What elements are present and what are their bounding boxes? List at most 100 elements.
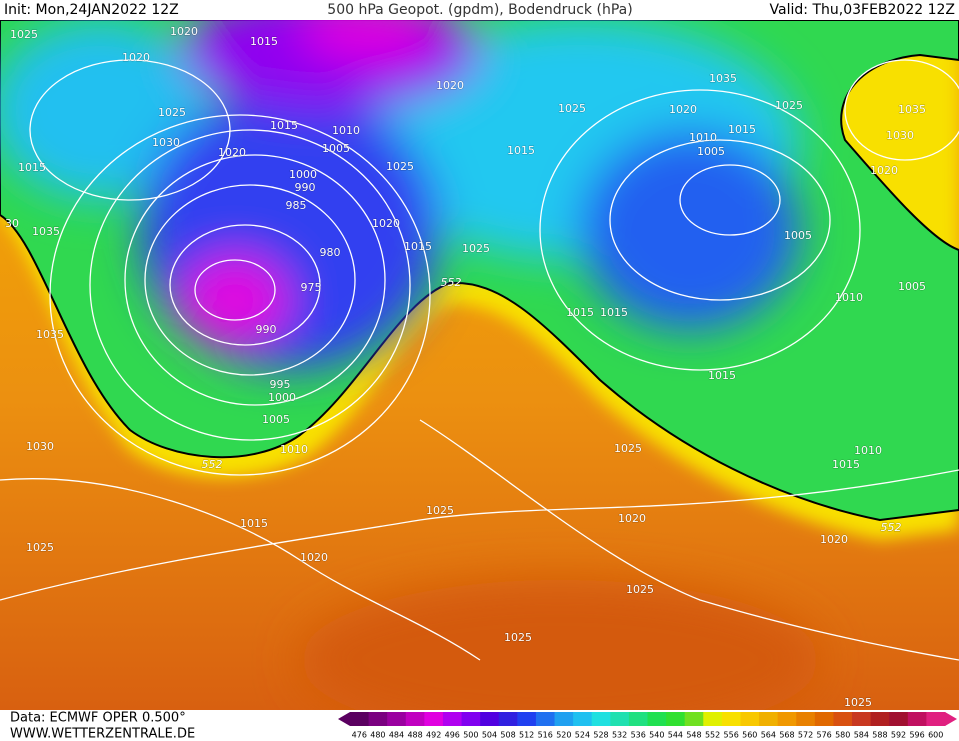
isobar-label: 1015	[18, 161, 46, 174]
scale-label: 584	[854, 731, 869, 740]
isobar-label: 1020	[372, 217, 400, 230]
isobar-label: 1035	[709, 72, 737, 85]
warm-core	[300, 580, 820, 710]
scale-swatch	[889, 712, 909, 726]
isobar-label: 1020	[300, 551, 328, 564]
scale-arrow-left	[338, 712, 350, 726]
isobar-label: 1015	[270, 119, 298, 132]
isobar-label: 1025	[844, 696, 872, 709]
scale-label: 540	[649, 731, 664, 740]
scale-swatch	[461, 712, 481, 726]
isobar-label: 1035	[898, 103, 926, 116]
scale-label: 556	[724, 731, 739, 740]
scale-swatch	[387, 712, 407, 726]
isobar-label: 1015	[708, 369, 736, 382]
scale-swatch	[573, 712, 593, 726]
scale-label: 576	[817, 731, 832, 740]
valid-time: Valid: Thu,03FEB2022 12Z	[770, 2, 955, 18]
isobar-label: 1005	[262, 413, 290, 426]
isobar-label: 1020	[170, 25, 198, 38]
scale-label: 480	[370, 731, 385, 740]
scale-label: 524	[575, 731, 590, 740]
scale-swatch	[350, 712, 370, 726]
scale-swatch	[814, 712, 834, 726]
isobar-label: 1035	[36, 328, 64, 341]
isobars	[0, 59, 959, 661]
height-field	[0, 20, 800, 370]
scale-label: 520	[556, 731, 571, 740]
scale-swatch	[535, 712, 556, 726]
scale-label: 532	[612, 731, 627, 740]
isobar-label: 1030	[886, 129, 914, 142]
scale-label: 600	[928, 731, 943, 740]
isobar-label: 1030	[152, 136, 180, 149]
map-title: 500 hPa Geopot. (gpdm), Bodendruck (hPa)	[327, 2, 632, 18]
isobar-label: 1000	[268, 391, 296, 404]
scale-swatch	[870, 712, 890, 726]
scale-label: 552	[705, 731, 720, 740]
scale-label: 544	[668, 731, 683, 740]
scale-swatch	[554, 712, 574, 726]
isobar-label: 1025	[10, 28, 38, 41]
isobar-label: 985	[286, 199, 307, 212]
isobar-label: 1020	[870, 164, 898, 177]
isobar-label: 1015	[728, 123, 756, 136]
scale-label: 572	[798, 731, 813, 740]
scale-label: 476	[352, 731, 367, 740]
data-source: Data: ECMWF OPER 0.500°	[10, 711, 186, 726]
scale-label: 516	[538, 731, 553, 740]
scale-label: 564	[761, 731, 776, 740]
scale-swatch	[740, 712, 760, 726]
isobar-label: 1020	[122, 51, 150, 64]
scale-swatch	[926, 712, 946, 726]
scale-swatch	[628, 712, 648, 726]
scale-swatch	[852, 712, 872, 726]
scale-swatch	[684, 712, 704, 726]
isobar-label: 1015	[600, 306, 628, 319]
scale-swatch	[517, 712, 537, 726]
isobar-label: 552	[441, 276, 462, 289]
scale-label: 508	[500, 731, 515, 740]
scale-swatch	[721, 712, 741, 726]
isobar-label: 1025	[775, 99, 803, 112]
isobar-label: 1005	[322, 142, 350, 155]
scale-label: 592	[891, 731, 906, 740]
scale-label: 492	[426, 731, 441, 740]
scale-label: 588	[872, 731, 887, 740]
isobar-label: 990	[295, 181, 316, 194]
scale-label: 536	[631, 731, 646, 740]
isobar-label: 1025	[158, 106, 186, 119]
scale-label: 512	[519, 731, 534, 740]
isobar-label: 1025	[462, 242, 490, 255]
scale-label: 580	[835, 731, 850, 740]
isobar-label: 975	[301, 281, 322, 294]
isobar-label: 1015	[240, 517, 268, 530]
isobar-label: 1010	[854, 444, 882, 457]
isobar-label: 1025	[614, 442, 642, 455]
scale-swatch	[907, 712, 927, 726]
isobar-label: 1025	[504, 631, 532, 644]
scale-swatch	[647, 712, 667, 726]
scale-swatch	[703, 712, 723, 726]
isobar-label: 1030	[26, 440, 54, 453]
scale-label: 504	[482, 731, 497, 740]
isobar-label: 1010	[835, 291, 863, 304]
isobar-label: 1020	[436, 79, 464, 92]
isobar-label: 1020	[618, 512, 646, 525]
scale-swatch	[796, 712, 816, 726]
scale-swatch	[759, 712, 779, 726]
scale-swatch	[777, 712, 797, 726]
isobar-label: 1000	[289, 168, 317, 181]
isobar-label: 1015	[507, 144, 535, 157]
isobar-label: 980	[320, 246, 341, 259]
scale-label: 488	[407, 731, 422, 740]
isobar-label: 1035	[32, 225, 60, 238]
isobar-label: 552	[881, 521, 902, 534]
isobar-label: 1010	[332, 124, 360, 137]
isobar-label: 995	[270, 378, 291, 391]
scale-label: 548	[686, 731, 701, 740]
scale-label: 596	[909, 731, 924, 740]
isobar-label: 1020	[218, 146, 246, 159]
